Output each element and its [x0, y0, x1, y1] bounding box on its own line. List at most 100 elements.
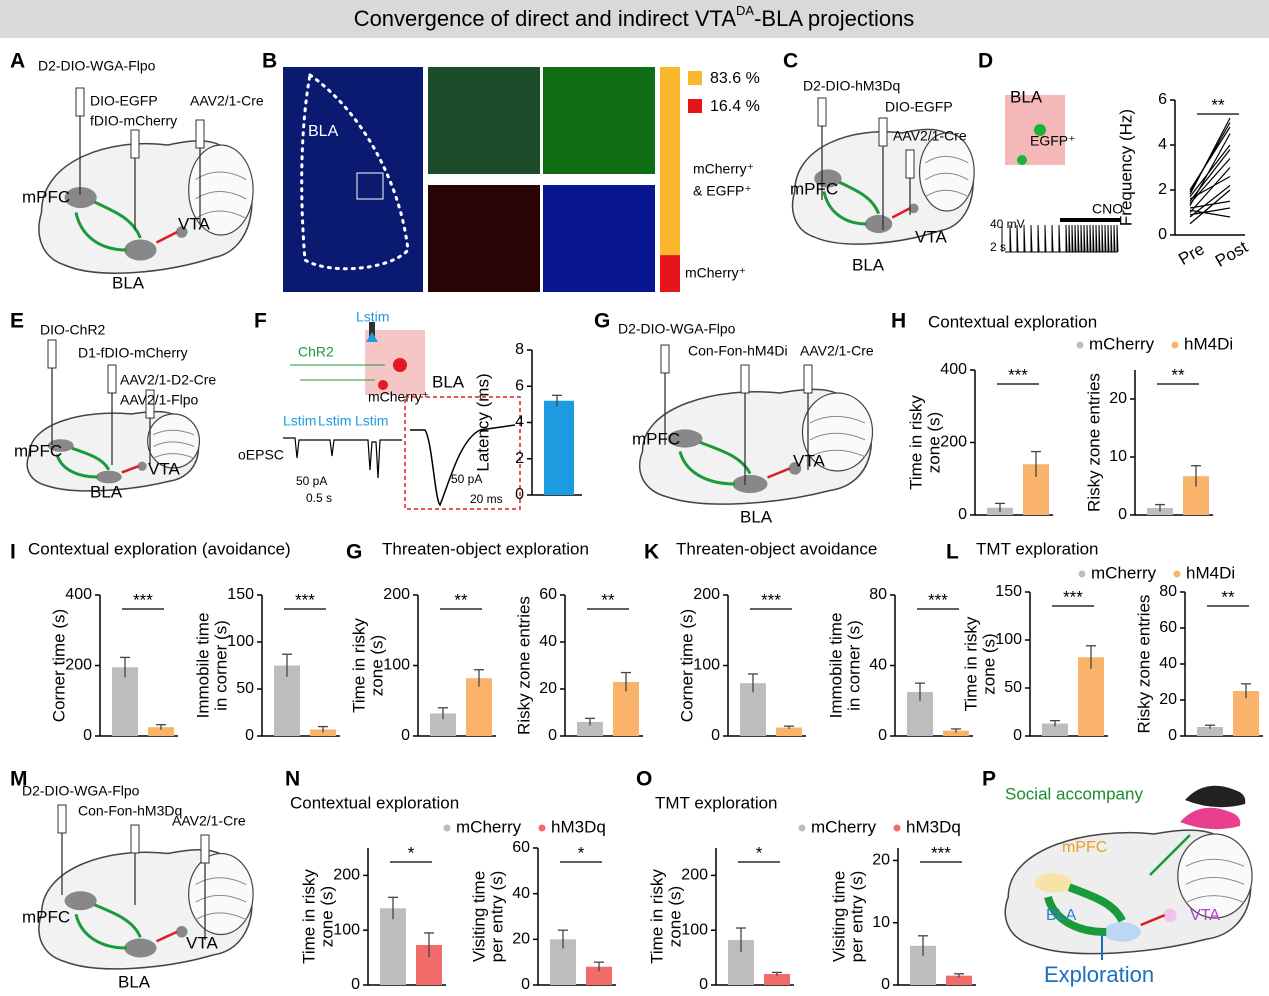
- bar: [1233, 691, 1259, 736]
- diagram-label: AAV2/1-Cre: [800, 343, 874, 359]
- diagram-label: D2-DIO-WGA-Flpo: [38, 58, 156, 74]
- vta-region: [1163, 908, 1177, 922]
- fraction-segment: [660, 255, 680, 292]
- y-tick-label: 200: [940, 434, 967, 451]
- y-tick-label: 0: [401, 727, 410, 744]
- cerebellum-fold: [152, 429, 195, 436]
- y-tick-label: 6: [1158, 91, 1167, 108]
- sig-label: *: [408, 843, 415, 862]
- y-tick-label: 60: [1159, 619, 1177, 636]
- legend-dot: [538, 824, 546, 832]
- projection-arrow: [55, 446, 111, 479]
- sig-label: ***: [928, 590, 948, 609]
- diagram-label: mPFC: [22, 907, 70, 926]
- bla-region: [732, 474, 768, 494]
- bar: [310, 729, 336, 736]
- social-arrow: [1149, 834, 1191, 876]
- y-tick-label: 60: [539, 586, 557, 603]
- diagram-label: 20 ms: [470, 492, 503, 506]
- bar: [544, 400, 574, 495]
- diagram-label: mCherry⁺: [368, 389, 429, 405]
- value-label: 83.6 %: [710, 70, 760, 87]
- diagram-label: mPFC: [632, 429, 680, 448]
- diagram-label: AAV2/1-Cre: [190, 93, 264, 109]
- current-trace: [410, 424, 516, 507]
- sig-label: ***: [1008, 365, 1028, 384]
- y-tick-label: 200: [65, 657, 92, 674]
- sig-label: **: [454, 590, 468, 609]
- cell: [1017, 155, 1027, 165]
- legend-dot: [1173, 570, 1181, 578]
- sig-label: *: [756, 843, 763, 862]
- y-tick-label: 0: [521, 976, 530, 993]
- y-tick-label: 0: [1158, 226, 1167, 243]
- mpfc-region: [64, 891, 97, 911]
- syringe-body: [803, 364, 813, 394]
- cerebellum: [918, 132, 975, 212]
- y-tick-label: 200: [693, 586, 720, 603]
- diagram-label: BLA: [432, 372, 465, 391]
- panel-letter: B: [262, 50, 277, 73]
- y-tick-label: 2: [1158, 181, 1167, 198]
- y-tick-label: 20: [1159, 691, 1177, 708]
- sig-label: ***: [931, 843, 951, 862]
- y-tick-label: 100: [681, 921, 708, 938]
- y-axis-label: Visiting time: [469, 871, 488, 962]
- y-tick-label: 100: [995, 631, 1022, 648]
- vta-arrow: [891, 207, 911, 219]
- bar: [776, 727, 802, 736]
- panel-title: Contextual exploration: [290, 793, 459, 812]
- panel-letter: N: [285, 768, 300, 791]
- paired-line: [1189, 209, 1231, 218]
- vta-arrow: [121, 465, 139, 474]
- diagram-label: 50 pA: [451, 472, 482, 486]
- panel-letter: K: [644, 541, 659, 564]
- legend-dot: [443, 824, 451, 832]
- projection-arrow: [74, 200, 142, 252]
- projection-arrow: [1044, 883, 1126, 936]
- paired-line: [1189, 144, 1231, 198]
- panel-title: TMT exploration: [655, 793, 778, 812]
- vta-arrow: [155, 230, 178, 244]
- paired-line: [1189, 158, 1231, 204]
- y-axis-label: zone (s): [317, 886, 336, 947]
- bar: [943, 730, 969, 736]
- projection-arrow: [822, 181, 881, 226]
- y-tick-label: 40: [1159, 655, 1177, 672]
- diagram-label: Exploration: [1044, 962, 1154, 987]
- diagram-label: AAV2/1-Cre: [172, 813, 246, 829]
- projection-arrow: [74, 903, 142, 950]
- diagram-label: D2-DIO-WGA-Flpo: [618, 321, 736, 337]
- vta-region: [176, 926, 188, 938]
- sig-label: *: [578, 843, 585, 862]
- bar: [1197, 727, 1223, 736]
- diagram-label: AAV2/1-Flpo: [120, 392, 199, 408]
- cerebellum-fold: [925, 189, 969, 198]
- panel-title: Threaten-object exploration: [382, 539, 589, 558]
- y-tick-label: 0: [711, 727, 720, 744]
- panel-title: TMT exploration: [976, 539, 1099, 558]
- x-tick-label: Pre: [1175, 239, 1207, 269]
- y-tick-label: 40: [539, 633, 557, 650]
- y-tick-label: 8: [515, 341, 524, 358]
- diagram-label: oEPSC: [238, 447, 284, 463]
- diagram-label: AAV2/1-Cre: [893, 128, 967, 144]
- y-tick-label: 100: [227, 633, 254, 650]
- paired-line: [1189, 133, 1231, 207]
- syringe-body: [75, 87, 85, 117]
- diagram-label: D2-DIO-WGA-Flpo: [22, 783, 140, 799]
- y-tick-label: 6: [515, 377, 524, 394]
- value-label: 16.4 %: [710, 98, 760, 115]
- bar: [148, 727, 174, 736]
- syringe-body: [47, 339, 57, 369]
- diagram-label: 40 mV: [990, 217, 1025, 231]
- legend-label: mCherry: [456, 817, 522, 836]
- bar: [274, 665, 300, 736]
- figure-title: Convergence of direct and indirect VTADA…: [354, 3, 915, 30]
- paired-line: [1189, 207, 1231, 216]
- y-axis-label: Corner time (s): [677, 609, 696, 722]
- diagram-label: BLA: [852, 255, 885, 274]
- diagram-label: Con-Fon-hM4Di: [688, 343, 788, 359]
- vta-arrow: [1140, 914, 1166, 927]
